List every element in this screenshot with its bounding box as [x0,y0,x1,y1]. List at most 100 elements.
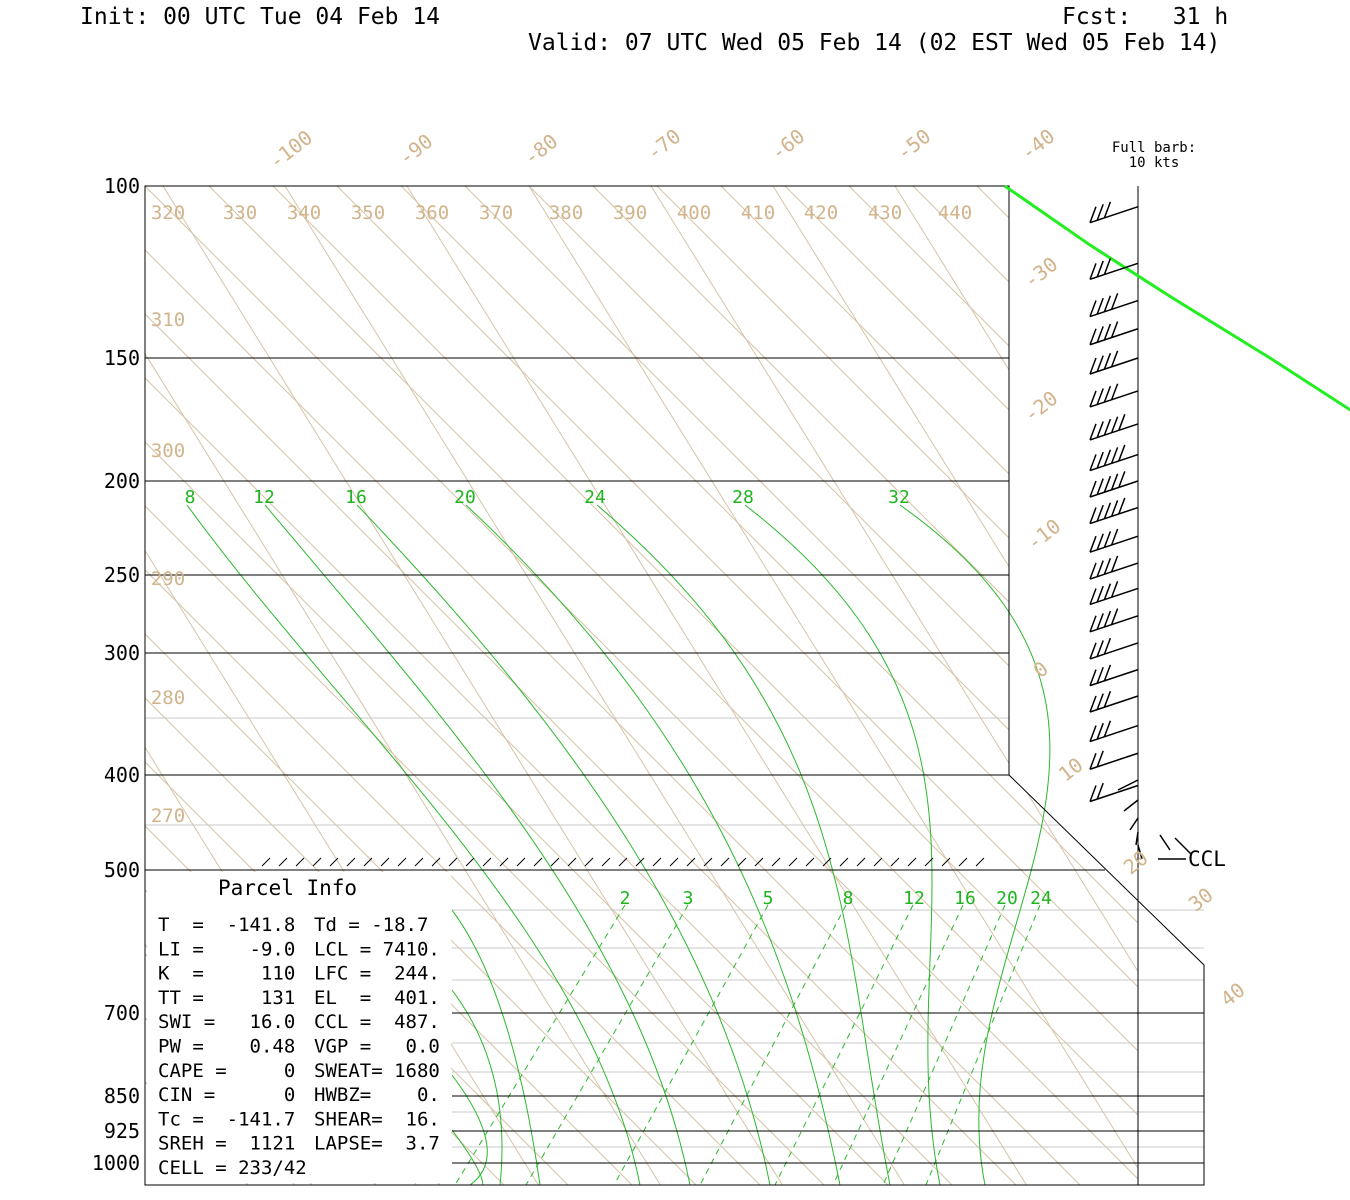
barb-legend-label: Full barb: [1112,140,1196,156]
hatch-mark [414,857,424,867]
mixing-ratio-label: 8 [843,888,854,909]
theta-label: 350 [351,202,385,224]
wind-barb-flag [1089,328,1097,345]
wind-barb-flag [1089,588,1097,605]
theta-label: 390 [613,202,647,224]
moist-adiabat-label: 8 [185,487,196,508]
wind-barb-flag [1110,321,1119,338]
wind-barb-flag [1096,326,1104,343]
isotherm-label: -40 [1016,124,1059,165]
wind-barb-shaft [1117,779,1139,791]
forecast-hour: Fcst: 31 h [1062,4,1229,30]
dry-adiabat-line [145,186,634,1185]
hatch-mark [686,857,696,867]
theta-label: 290 [151,568,185,590]
wind-barb-flag [1096,640,1104,657]
wind-barb-flag [1103,557,1112,575]
dry-adiabat-line [272,186,1138,1185]
pressure-label: 150 [104,346,140,370]
moist-adiabat-label: 28 [732,487,754,508]
wind-barb-flag [1110,500,1119,517]
hatch-mark [958,857,968,867]
wind-barb-flag [1110,473,1119,491]
wind-barb-flag [1103,637,1112,655]
wind-barb [1089,664,1139,687]
parcel-info-right: VGP = 0.0 [314,1036,440,1058]
isotherm-line [1016,186,1138,1185]
moist-adiabat-line [899,504,1051,1186]
hatch-mark [601,857,611,867]
wind-barb-flag [1118,471,1126,488]
wind-barb [1089,293,1139,318]
hatch-mark [482,857,492,867]
wind-barb [1089,201,1139,224]
hatch-mark [312,857,322,867]
parcel-info-left: TT = 131 [158,987,295,1009]
isotherm-line [145,186,661,1185]
dry-adiabat-line [656,186,1138,1185]
wind-barb-flag [1089,785,1097,802]
dry-adiabat-line [1040,186,1138,1185]
wind-barb-flag [1110,350,1119,368]
parcel-info-title: Parcel Info [218,876,357,900]
hatch-mark [907,857,917,867]
wind-barb-flag [1096,204,1104,221]
wind-barb [1089,383,1139,408]
isotherm-line [772,186,1138,1185]
wind-barb-flag [1110,608,1119,625]
parcel-info-box [147,872,451,1183]
moist-adiabat-line [744,504,941,1186]
hatch-mark [550,857,560,867]
moist-adiabat-line [264,504,691,1186]
isotherm-label: -60 [766,124,809,165]
wind-barb-shaft [1129,817,1139,831]
parcel-info-left: CIN = 0 [158,1084,295,1106]
wind-barb-flag [1110,555,1119,573]
pressure-label: 700 [104,1001,140,1025]
wind-barb-flag [1089,615,1097,633]
moist-adiabat-label: 32 [888,487,910,508]
dry-adiabat-line [528,186,1138,1185]
wind-barb-flag [1096,722,1104,740]
theta-label: 340 [287,202,321,224]
dry-adiabat-line [912,186,1138,1185]
wind-barb-flag [1096,666,1104,684]
wind-barb-flag [1103,531,1112,548]
isotherm-label: -100 [264,125,317,174]
isotherm-line [528,186,1138,1185]
wind-barb-flag [1089,423,1097,441]
dry-adiabat-line [976,186,1138,1185]
dry-adiabat-line [145,186,1082,1185]
mixing-ratio-line [613,904,769,1185]
theta-label: 280 [151,687,185,709]
hatch-mark [822,857,832,867]
theta-label: 300 [151,440,185,462]
isotherm-label: 40 [1216,978,1250,1012]
dry-adiabat-line [720,186,1138,1185]
hatch-mark [737,857,747,867]
valid-time: Valid: 07 UTC Wed 05 Feb 14 (02 EST Wed … [528,30,1221,56]
pressure-label: 400 [104,763,140,787]
moist-adiabat-line [465,504,841,1186]
wind-barb-shaft [1174,837,1192,855]
hatch-mark [465,857,475,867]
hatch-mark [363,857,373,867]
mixing-ratio-line [454,904,626,1185]
wind-barb [1089,608,1139,633]
parcel-info-right: Td = -18.7 [314,914,428,936]
wind-barb-flag [1096,260,1104,278]
mixing-ratio-label: 16 [954,888,976,909]
wind-barb-flag [1096,355,1104,372]
wind-barb-flag [1089,263,1097,280]
moist-adiabat-label: 16 [345,487,367,508]
mixing-ratio-label: 3 [683,888,694,909]
parcel-info-left: SREH = 1121 [158,1133,295,1155]
pressure-label: 850 [104,1084,140,1108]
wind-barb-flag [1089,357,1097,375]
wind-barb [1089,581,1139,606]
wind-barb-flag [1096,750,1104,768]
hatch-mark [788,857,798,867]
wind-barb-shaft [1159,834,1171,851]
isotherm-label: -10 [1022,514,1065,555]
moist-adiabat-label: 12 [253,487,275,508]
